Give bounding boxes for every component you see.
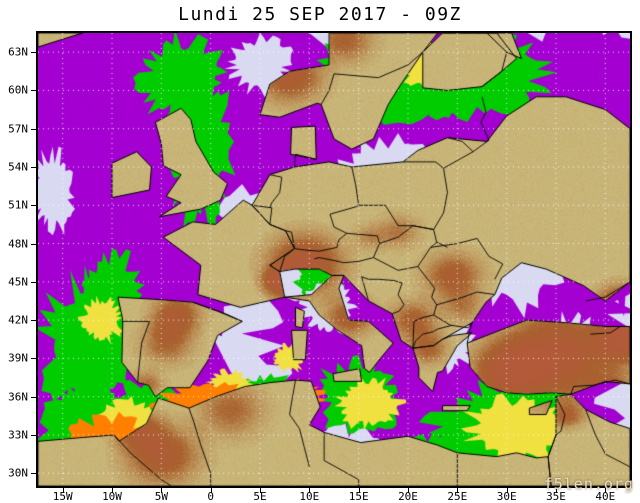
x-axis-tick-mark <box>556 488 557 493</box>
y-axis-tick-label: 36N <box>8 390 28 404</box>
x-axis-tick-label: 10W <box>102 490 122 503</box>
y-axis-tick-label: 57N <box>8 122 28 136</box>
page-title: Lundi 25 SEP 2017 - 09Z <box>178 3 462 25</box>
x-axis-tick-mark <box>161 488 163 493</box>
x-axis-tick-label: 0 <box>207 490 214 503</box>
y-axis-tick-label: 54N <box>8 160 28 174</box>
y-axis-tick-mark <box>31 90 36 92</box>
y-axis-tick-mark <box>31 281 36 283</box>
y-axis-tick-mark <box>31 434 36 436</box>
y-axis-tick-mark <box>31 128 36 130</box>
x-axis-tick-label: 20E <box>398 490 418 503</box>
x-axis-tick-mark <box>358 488 360 493</box>
propagation-map-canvas[interactable] <box>38 33 630 486</box>
y-axis-tick-mark <box>31 320 36 322</box>
y-axis-tick-label: 45N <box>8 275 28 289</box>
x-axis-tick-label: 5E <box>253 490 267 503</box>
x-axis-tick-mark <box>506 488 508 493</box>
x-axis-tick-label: 15E <box>348 490 369 503</box>
y-axis-tick-label: 60N <box>8 83 28 97</box>
x-axis-tick-mark <box>62 488 64 493</box>
y-axis-tick-mark <box>31 205 36 207</box>
y-axis-tick-label: 48N <box>8 237 28 251</box>
x-axis-tick-label: 40E <box>595 490 616 503</box>
x-axis-tick-mark <box>457 488 459 493</box>
y-axis-tick-mark <box>31 473 36 475</box>
y-axis-tick-mark <box>31 52 36 54</box>
y-axis-tick-mark <box>31 166 36 168</box>
y-axis-tick-label: 39N <box>8 351 28 365</box>
x-axis-tick-label: 25E <box>447 490 468 503</box>
y-axis-tick-mark <box>31 243 36 245</box>
y-axis-tick-label: 51N <box>8 198 28 212</box>
y-axis-tick-label: 63N <box>8 45 28 59</box>
x-axis-tick-mark <box>309 488 311 493</box>
y-axis-tick-mark <box>31 396 36 398</box>
map-plot-area[interactable] <box>36 31 632 488</box>
y-axis: 63N 60N 57N 54N 51N 48N 45N 42N 39N 36N 33N 30N <box>0 0 36 501</box>
x-axis-tick-label: 10E <box>299 490 320 503</box>
x-axis-tick-mark <box>605 488 607 493</box>
x-axis-tick-mark <box>210 488 212 493</box>
y-axis-tick-label: 30N <box>8 466 28 480</box>
x-axis-tick-mark <box>408 488 409 493</box>
x-axis-tick-label: 5W <box>154 490 168 503</box>
y-axis-tick-label: 42N <box>8 313 28 327</box>
y-axis-tick-mark <box>31 358 36 360</box>
x-axis-tick-mark <box>112 488 113 493</box>
x-axis-tick-label: 35E <box>546 490 566 503</box>
x-axis-tick-mark <box>260 488 261 493</box>
y-axis-tick-label: 33N <box>8 428 28 442</box>
x-axis-tick-label: 30E <box>496 490 517 503</box>
x-axis-tick-label: 15W <box>52 490 73 503</box>
